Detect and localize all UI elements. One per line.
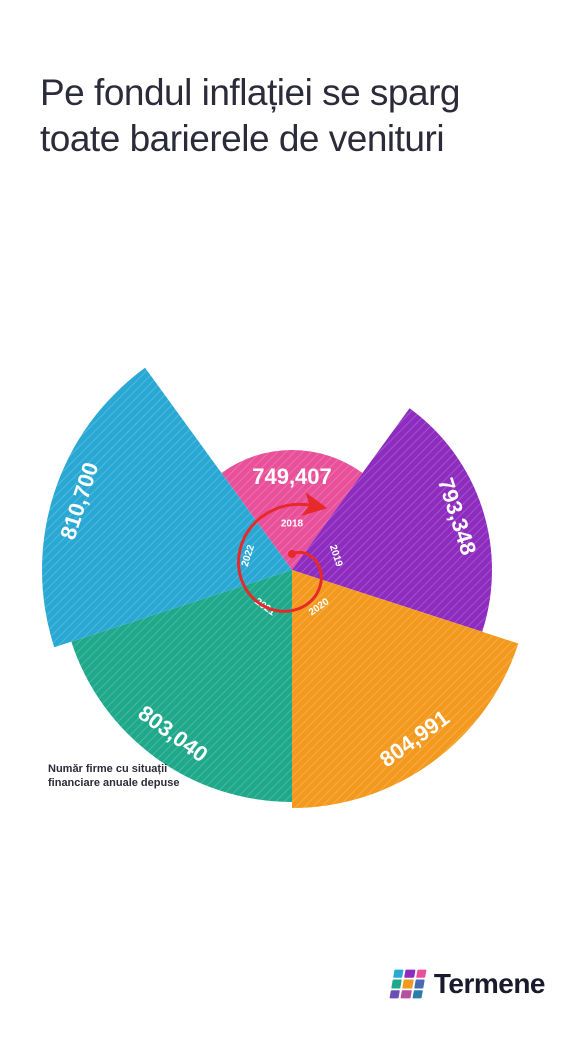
brand-mark-icon: [389, 970, 426, 999]
slice-value-2018: 749,407: [252, 464, 332, 489]
brand-name: Termene: [434, 968, 545, 1000]
slice-year-2018: 2018: [281, 519, 304, 530]
polar-chart: 749,4072018793,3482019804,9912020803,040…: [0, 330, 585, 890]
spiral-start-dot: [288, 550, 296, 558]
page-title: Pe fondul inflației se sparg toate barie…: [40, 70, 545, 163]
chart-caption: Număr firme cu situații financiare anual…: [48, 762, 208, 791]
brand-logo: Termene: [392, 968, 545, 1000]
